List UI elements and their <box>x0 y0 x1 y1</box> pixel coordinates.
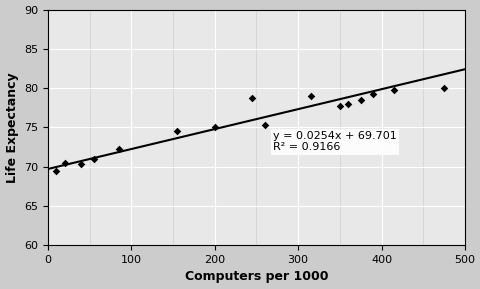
Point <box>90 156 97 161</box>
Text: y = 0.0254x + 69.701
R² = 0.9166: y = 0.0254x + 69.701 R² = 0.9166 <box>273 131 396 153</box>
Point <box>115 147 122 152</box>
Point <box>248 95 255 100</box>
Point <box>439 86 447 90</box>
Point <box>336 104 343 108</box>
Y-axis label: Life Expectancy: Life Expectancy <box>6 72 19 183</box>
X-axis label: Computers per 1000: Computers per 1000 <box>184 271 327 284</box>
Point <box>77 162 85 166</box>
Point <box>389 87 397 92</box>
Point <box>369 91 376 96</box>
Point <box>344 101 351 106</box>
Point <box>60 160 68 165</box>
Point <box>173 129 180 134</box>
Point <box>306 94 314 98</box>
Point <box>52 168 60 173</box>
Point <box>261 123 268 127</box>
Point <box>210 125 218 130</box>
Point <box>356 98 364 102</box>
